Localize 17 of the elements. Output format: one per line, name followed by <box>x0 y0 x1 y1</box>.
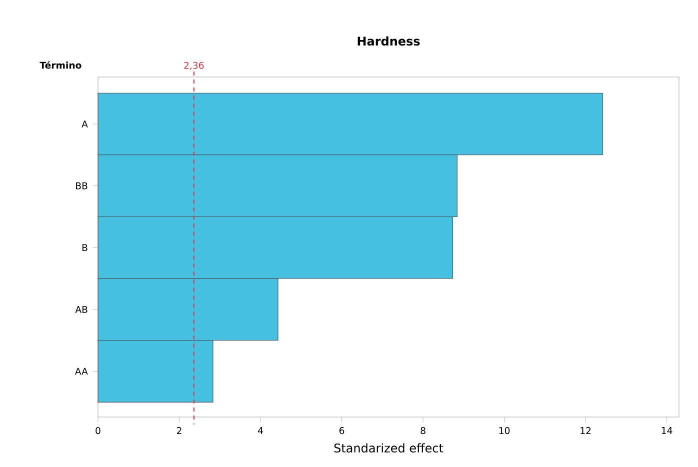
x-axis-title: Standarized effect <box>334 443 444 453</box>
y-axis-title: Término <box>40 61 82 69</box>
x-tick-label: 14 <box>662 427 672 434</box>
y-tick-label: A <box>82 120 88 128</box>
x-tick-label: 4 <box>258 427 263 434</box>
x-tick-label: 12 <box>580 427 591 434</box>
ref-line-label: 2,36 <box>184 62 204 70</box>
y-tick-label: BB <box>76 182 88 190</box>
x-tick-label: 10 <box>499 427 510 434</box>
chart-title: Hardness <box>358 36 420 46</box>
y-tick-label: AA <box>74 368 88 375</box>
x-tick-label: 6 <box>339 427 344 434</box>
x-tick-label: 8 <box>420 427 426 434</box>
y-tick-label: AB <box>75 306 88 313</box>
x-tick-label: 0 <box>96 427 100 434</box>
y-tick-label: B <box>82 244 88 252</box>
x-tick-label: 2 <box>176 427 182 434</box>
